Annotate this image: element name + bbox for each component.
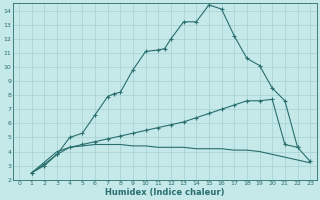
X-axis label: Humidex (Indice chaleur): Humidex (Indice chaleur) <box>105 188 224 197</box>
